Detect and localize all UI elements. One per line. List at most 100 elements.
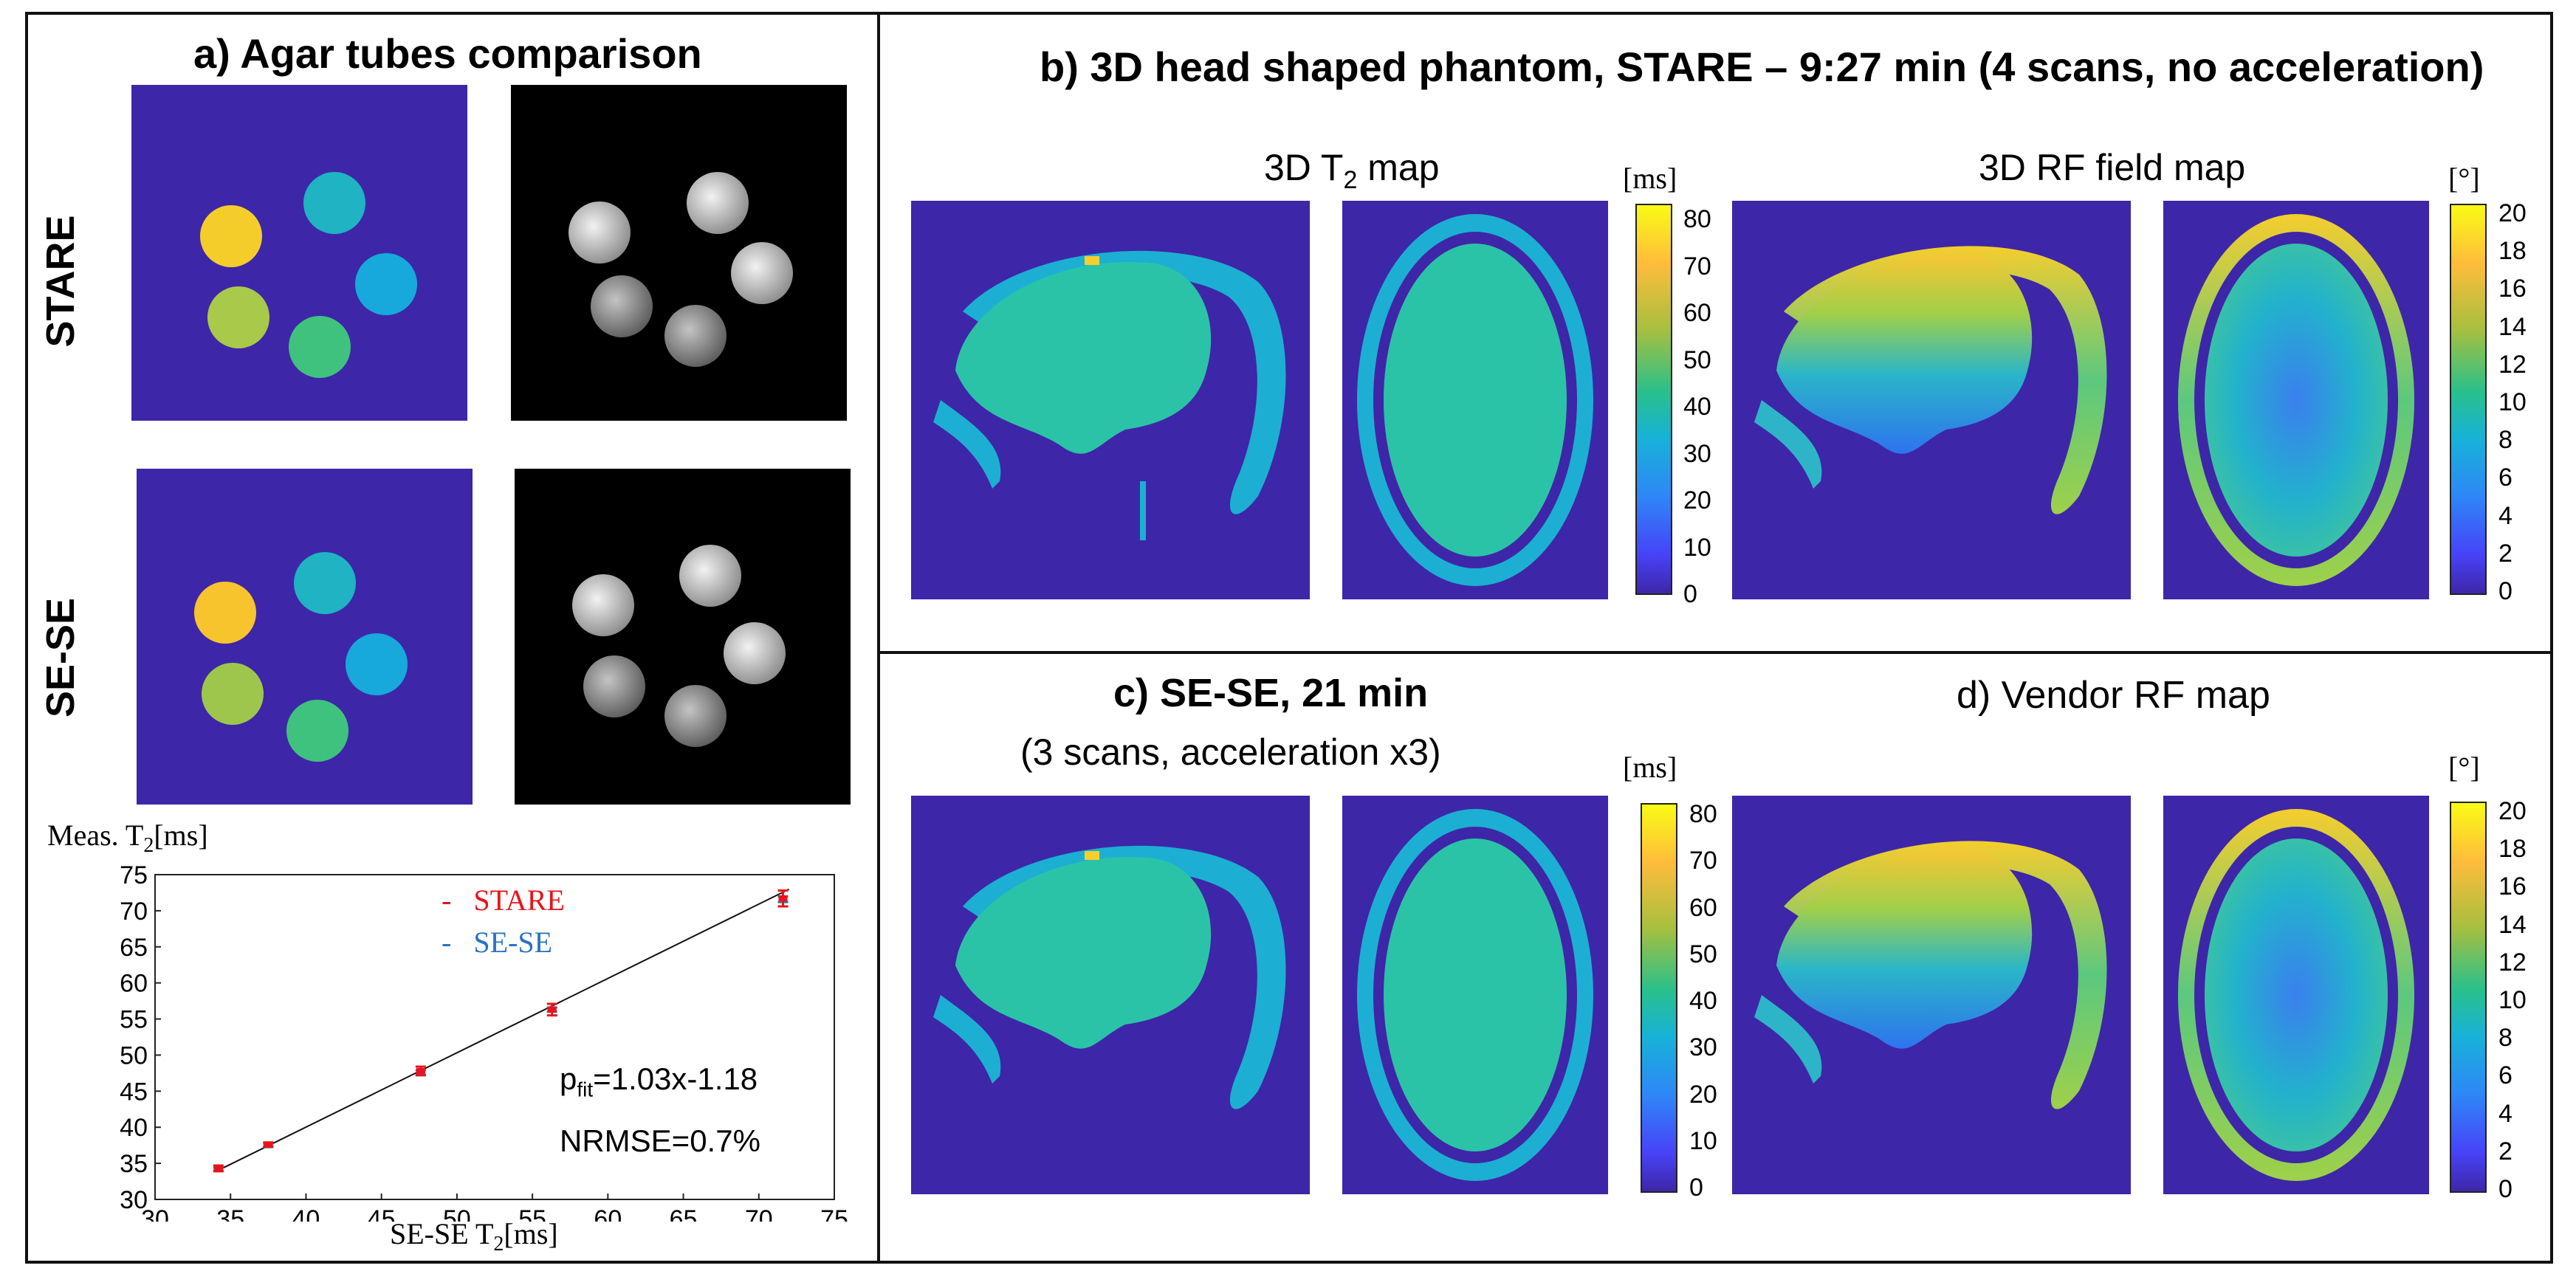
y-tick-label: 55 <box>120 1006 148 1034</box>
panel-c-title: c) SE-SE, 21 min <box>1113 671 1429 715</box>
panel-d-title: d) Vendor RF map <box>1957 674 2270 717</box>
stare-t2-sagittal <box>911 201 1310 599</box>
colorbar-tick: 70 <box>1689 847 1717 875</box>
colorbar-tick: 60 <box>1683 299 1711 327</box>
colorbar-tick: 4 <box>2498 501 2513 530</box>
colorbar-tick: 18 <box>2498 835 2527 864</box>
colorbar-tick: 40 <box>1689 987 1717 1015</box>
colorbar-b-ms <box>1635 204 1672 595</box>
chart-ylabel: Meas. T2[ms] <box>47 819 208 857</box>
colorbar-tick: 20 <box>1683 486 1711 514</box>
data-point-stare <box>547 1006 557 1013</box>
x-tick-label: 50 <box>443 1205 471 1222</box>
colorbar-tick: 0 <box>2498 1175 2513 1203</box>
y-tick-label: 35 <box>120 1150 148 1178</box>
panel-cd-frame <box>877 651 2553 1264</box>
colorbar-tick: 18 <box>2498 237 2527 266</box>
row-label-sese: SE-SE <box>38 597 83 718</box>
panel-a-title: a) Agar tubes comparison <box>193 30 702 77</box>
t2-map-label: 3D T2 map <box>1264 147 1440 194</box>
panel-c-subtitle: (3 scans, acceleration x3) <box>1020 731 1441 773</box>
colorbar-d-unit-deg: [°] <box>2448 751 2480 784</box>
colorbar-tick: 30 <box>1689 1033 1717 1062</box>
vendor-rf-axial <box>2163 796 2429 1194</box>
fit-equation: pfit=1.03x-1.18 <box>560 1061 758 1101</box>
stare-t2-axial <box>1342 201 1608 599</box>
colorbar-tick: 80 <box>1683 205 1711 233</box>
fit-line <box>215 888 790 1173</box>
x-tick-label: 40 <box>292 1205 320 1222</box>
y-tick-label: 40 <box>120 1114 148 1142</box>
vendor-rf-sagittal <box>1732 796 2131 1194</box>
data-point-stare <box>778 895 788 902</box>
y-tick-label: 30 <box>120 1186 148 1214</box>
t2-scatter-chart: 30 35 40 45 50 55 60 65 70 75 30 35 40 45 50 55 60 65 70 75 <box>120 861 848 1222</box>
stare-rf-sagittal <box>1732 201 2131 599</box>
colorbar-tick: 8 <box>2498 426 2513 455</box>
x-tick-label: 30 <box>141 1205 169 1222</box>
colorbar-tick: 30 <box>1683 439 1711 468</box>
colorbar-tick: 10 <box>1689 1126 1717 1155</box>
colorbar-tick: 14 <box>2498 910 2527 939</box>
x-tick-label: 75 <box>820 1205 848 1222</box>
colorbar-tick: 4 <box>2498 1099 2513 1128</box>
data-point-stare <box>264 1141 273 1148</box>
colorbar-b-deg <box>2450 204 2487 595</box>
x-tick-label: 60 <box>594 1205 622 1222</box>
stare-tubes-t2-map <box>131 85 467 421</box>
colorbar-tick: 12 <box>2498 948 2527 977</box>
sese-t2-axial <box>1342 796 1608 1194</box>
x-tick-label: 35 <box>216 1205 244 1222</box>
legend-sese: - SE-SE <box>442 926 553 959</box>
x-tick-label: 55 <box>518 1205 546 1222</box>
chart-xlabel: SE-SE T2[ms] <box>390 1217 558 1256</box>
legend-stare: - STARE <box>442 884 565 917</box>
x-tick-label: 65 <box>670 1205 698 1222</box>
panel-b-title: b) 3D head shaped phantom, STARE – 9:27 … <box>1040 44 2484 90</box>
colorbar-tick: 2 <box>2498 1137 2513 1165</box>
colorbar-tick: 8 <box>2498 1024 2513 1053</box>
colorbar-tick: 70 <box>1683 252 1711 280</box>
colorbar-c-ms <box>1641 803 1677 1193</box>
colorbar-tick: 20 <box>1689 1080 1717 1109</box>
colorbar-tick: 0 <box>2498 577 2513 605</box>
row-label-stare: STARE <box>38 215 83 348</box>
colorbar-tick: 14 <box>2498 312 2527 341</box>
nrmse-label: NRMSE=0.7% <box>560 1123 760 1158</box>
colorbar-tick: 10 <box>2498 388 2527 416</box>
y-tick-label: 65 <box>120 934 148 962</box>
colorbar-tick: 80 <box>1689 800 1717 828</box>
colorbar-tick: 40 <box>1683 393 1711 421</box>
colorbar-tick: 6 <box>2498 464 2513 492</box>
y-tick-label: 70 <box>120 898 148 926</box>
data-point-stare <box>416 1067 425 1074</box>
x-tick-label: 45 <box>368 1205 396 1222</box>
colorbar-tick: 12 <box>2498 350 2527 379</box>
colorbar-b-unit-deg: [°] <box>2448 162 2480 195</box>
colorbar-tick: 60 <box>1689 893 1717 922</box>
stare-tubes-magnitude <box>511 85 847 421</box>
colorbar-tick: 20 <box>2498 199 2527 227</box>
colorbar-tick: 50 <box>1689 940 1717 968</box>
y-tick-label: 50 <box>120 1041 148 1070</box>
y-tick-label: 60 <box>120 970 148 998</box>
x-tick-label: 70 <box>745 1205 773 1222</box>
colorbar-d-deg <box>2450 802 2487 1193</box>
y-tick-label: 45 <box>120 1078 148 1106</box>
colorbar-tick: 10 <box>1683 533 1711 562</box>
rf-map-label: 3D RF field map <box>1979 147 2246 188</box>
sese-tubes-t2-map <box>137 469 473 805</box>
colorbar-tick: 50 <box>1683 345 1711 374</box>
colorbar-b-unit-ms: [ms] <box>1623 162 1677 195</box>
colorbar-tick: 0 <box>1683 580 1697 608</box>
sese-t2-sagittal <box>911 796 1310 1194</box>
colorbar-tick: 20 <box>2498 797 2527 825</box>
colorbar-tick: 2 <box>2498 539 2513 568</box>
colorbar-tick: 16 <box>2498 872 2527 901</box>
colorbar-tick: 16 <box>2498 275 2527 303</box>
data-point-stare <box>213 1165 223 1171</box>
colorbar-tick: 0 <box>1689 1174 1703 1202</box>
colorbar-tick: 6 <box>2498 1061 2513 1090</box>
colorbar-c-unit-ms: [ms] <box>1623 751 1677 784</box>
sese-tubes-magnitude <box>515 469 851 805</box>
